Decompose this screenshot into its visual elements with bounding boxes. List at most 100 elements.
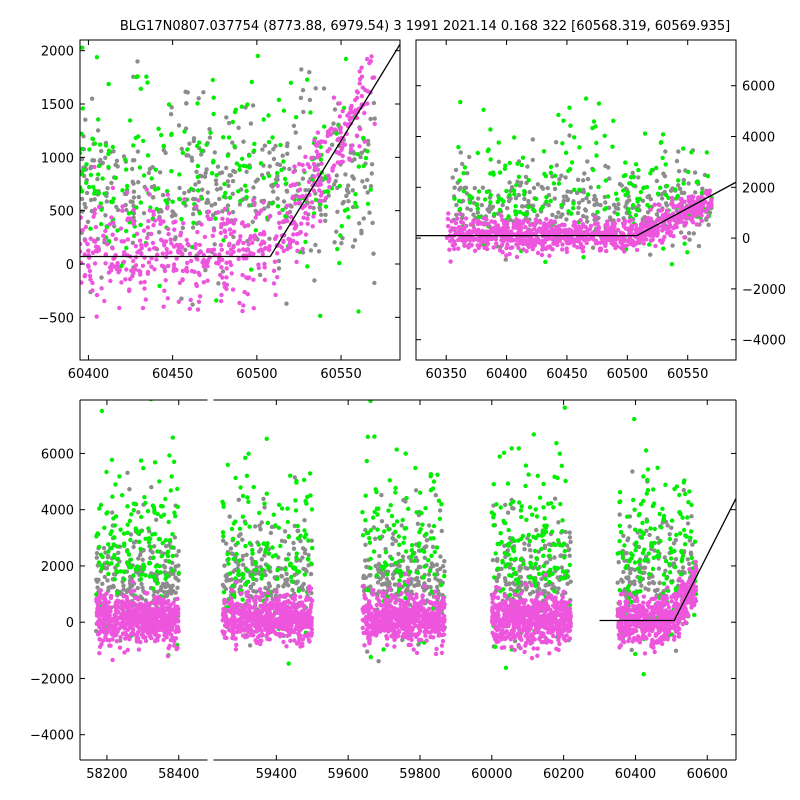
scatter-point-green: [398, 558, 403, 564]
scatter-point-green: [705, 173, 711, 179]
x-tick-label: 60350: [426, 367, 467, 382]
scatter-point-magenta: [246, 242, 251, 247]
scatter-point-magenta: [639, 221, 645, 226]
scatter-point-green: [163, 496, 168, 502]
scatter-point-green: [688, 535, 693, 540]
scatter-point-gray: [487, 203, 493, 209]
scatter-point-green: [617, 538, 622, 544]
scatter-point-magenta: [328, 132, 333, 137]
model-line: [80, 43, 400, 258]
scatter-point-green: [534, 556, 539, 561]
scatter-point-magenta: [227, 227, 233, 232]
scatter-point-gray: [80, 196, 85, 202]
scatter-point-green: [522, 188, 527, 194]
scatter-point-gray: [655, 587, 660, 592]
scatter-point-gray: [229, 551, 234, 556]
scatter-point-green: [419, 510, 424, 516]
scatter-point-gray: [130, 240, 136, 245]
scatter-point-gray: [665, 523, 670, 528]
scatter-point-magenta: [262, 265, 267, 270]
scatter-point-magenta: [109, 215, 114, 220]
scatter-point-gray: [648, 197, 653, 202]
scatter-point-gray: [563, 175, 568, 180]
scatter-point-magenta: [330, 168, 335, 173]
scatter-point-magenta: [224, 282, 230, 287]
scatter-point-green: [266, 113, 271, 118]
scatter-point-green: [503, 665, 509, 670]
scatter-point-green: [309, 507, 315, 512]
scatter-point-magenta: [532, 243, 537, 248]
scatter-point-magenta: [359, 65, 364, 70]
scatter-point-gray: [368, 184, 374, 189]
scatter-point-gray: [285, 141, 290, 146]
scatter-point-gray: [176, 549, 181, 554]
scatter-point-green: [141, 562, 146, 567]
scatter-point-gray: [430, 563, 435, 568]
scatter-point-gray: [583, 208, 589, 213]
scatter-point-gray: [365, 177, 370, 183]
scatter-point-gray: [311, 205, 316, 211]
scatter-point-magenta: [424, 638, 429, 643]
scatter-point-gray: [280, 153, 285, 158]
scatter-point-green: [113, 514, 119, 519]
scatter-point-magenta: [175, 248, 181, 253]
scatter-point-magenta: [479, 221, 484, 226]
scatter-point-gray: [617, 512, 622, 517]
scatter-point-gray: [691, 231, 696, 236]
scatter-point-green: [245, 102, 250, 107]
scatter-point-gray: [335, 209, 340, 214]
scatter-point-green: [633, 651, 638, 657]
scatter-point-green: [275, 576, 280, 581]
scatter-point-gray: [131, 215, 136, 220]
scatter-point-gray: [179, 146, 184, 152]
scatter-point-magenta: [140, 263, 146, 268]
scatter-point-green: [496, 140, 501, 145]
scatter-point-green: [181, 200, 186, 206]
scatter-point-gray: [94, 577, 99, 582]
scatter-point-green: [520, 155, 526, 160]
scatter-point-gray: [553, 140, 559, 145]
scatter-point-green: [437, 516, 443, 521]
scatter-point-green: [141, 173, 147, 178]
scatter-point-green: [627, 181, 632, 186]
scatter-point-gray: [681, 487, 686, 493]
scatter-point-gray: [334, 229, 339, 234]
scatter-point-gray: [636, 175, 641, 180]
scatter-point-magenta: [315, 130, 321, 135]
scatter-point-green: [227, 195, 233, 200]
scatter-point-green: [656, 554, 662, 559]
scatter-point-magenta: [91, 214, 96, 219]
scatter-point-magenta: [353, 97, 358, 103]
scatter-point-green: [110, 144, 116, 150]
scatter-point-magenta: [164, 206, 170, 211]
scatter-point-green: [458, 99, 463, 105]
scatter-point-gray: [534, 528, 539, 533]
scatter-point-gray: [190, 211, 196, 217]
scatter-point-gray: [229, 577, 234, 582]
scatter-point-magenta: [659, 216, 664, 222]
scatter-point-magenta: [194, 281, 199, 287]
scatter-point-green: [308, 493, 313, 498]
scatter-point-magenta: [309, 200, 315, 205]
scatter-point-green: [94, 532, 100, 537]
scatter-point-green: [561, 118, 566, 123]
scatter-point-green: [577, 187, 582, 192]
scatter-point-magenta: [323, 195, 329, 201]
scatter-point-green: [226, 556, 231, 562]
scatter-point-magenta: [149, 256, 154, 261]
scatter-point-gray: [503, 502, 508, 508]
scatter-point-green: [645, 467, 651, 472]
scatter-point-gray: [168, 112, 174, 117]
scatter-point-gray: [671, 561, 677, 566]
scatter-point-green: [663, 162, 668, 167]
scatter-point-green: [541, 563, 547, 569]
scatter-point-green: [681, 146, 686, 151]
scatter-point-green: [572, 187, 577, 192]
scatter-point-green: [430, 606, 436, 611]
scatter-point-green: [156, 186, 161, 191]
scatter-point-green: [276, 502, 282, 507]
scatter-point-gray: [131, 544, 136, 550]
scatter-point-gray: [339, 241, 344, 246]
scatter-point-green: [602, 133, 607, 138]
scatter-point-magenta: [596, 224, 601, 230]
